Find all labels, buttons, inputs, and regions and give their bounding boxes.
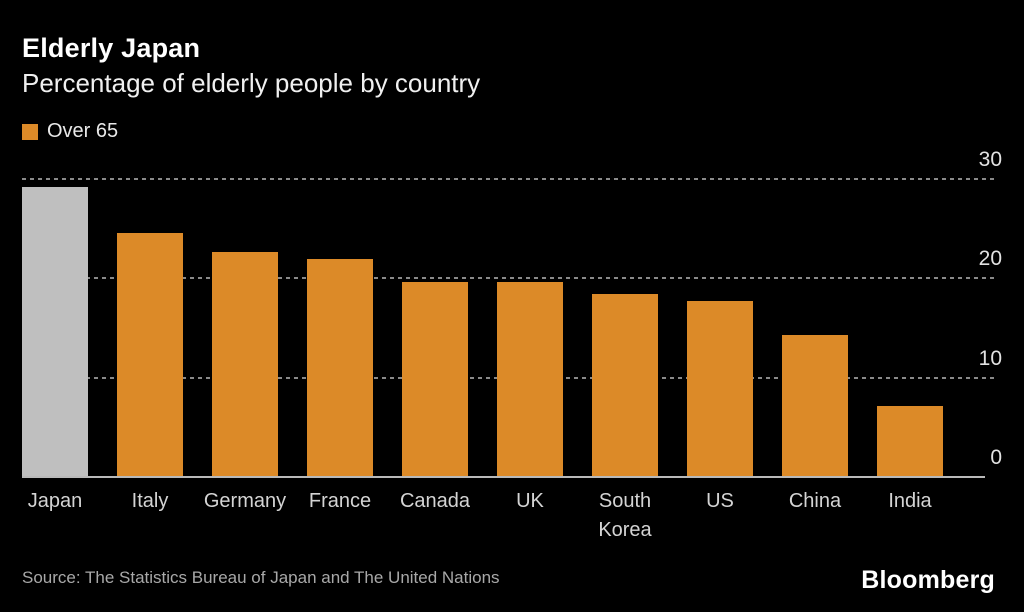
bar-canada bbox=[402, 281, 468, 477]
x-axis-label-uk: UK bbox=[516, 490, 544, 512]
x-axis-label-us: US bbox=[706, 490, 734, 512]
bar-germany bbox=[212, 252, 278, 477]
chart-title: Elderly Japan bbox=[22, 33, 201, 63]
bar-india bbox=[877, 406, 943, 477]
bar-uk bbox=[497, 281, 563, 477]
bar-italy bbox=[117, 233, 183, 477]
y-axis-label-20: 20 bbox=[978, 247, 1002, 270]
bar-chart-plot: 0 10 20 30 Japan Italy Germany France Canada UK So… bbox=[22, 140, 1002, 541]
bar-china bbox=[782, 334, 848, 477]
x-axis-line bbox=[22, 476, 985, 478]
bloomberg-logo: Bloomberg bbox=[861, 566, 995, 594]
bar-japan bbox=[22, 187, 88, 477]
source-text: Source: The Statistics Bureau of Japan a… bbox=[22, 568, 500, 587]
x-axis-label-france: France bbox=[308, 490, 372, 512]
y-axis-label-30: 30 bbox=[978, 147, 1002, 171]
legend-label: Over 65 bbox=[47, 120, 119, 142]
x-axis-label-canada: Canada bbox=[399, 490, 471, 512]
legend-swatch bbox=[22, 123, 38, 140]
x-axis-label-germany: Germany bbox=[203, 490, 287, 512]
gridline-20 bbox=[22, 277, 998, 279]
x-axis-label-india: India bbox=[888, 490, 932, 512]
x-axis-label-italy: Italy bbox=[131, 490, 169, 512]
x-axis-label-japan: Japan bbox=[27, 490, 83, 512]
bar-us bbox=[687, 300, 753, 477]
x-axis-label-south-korea: South Korea bbox=[598, 490, 652, 541]
bar-south-korea bbox=[592, 293, 658, 477]
chart-subtitle: Percentage of elderly people by country bbox=[22, 68, 481, 98]
y-axis-label-10: 10 bbox=[978, 346, 1002, 370]
legend: Over 65 bbox=[22, 120, 118, 143]
y-axis-label-0: 0 bbox=[990, 446, 1002, 469]
bar-france bbox=[307, 259, 373, 477]
x-axis-label-china: China bbox=[788, 490, 842, 512]
gridline-30 bbox=[22, 177, 998, 180]
